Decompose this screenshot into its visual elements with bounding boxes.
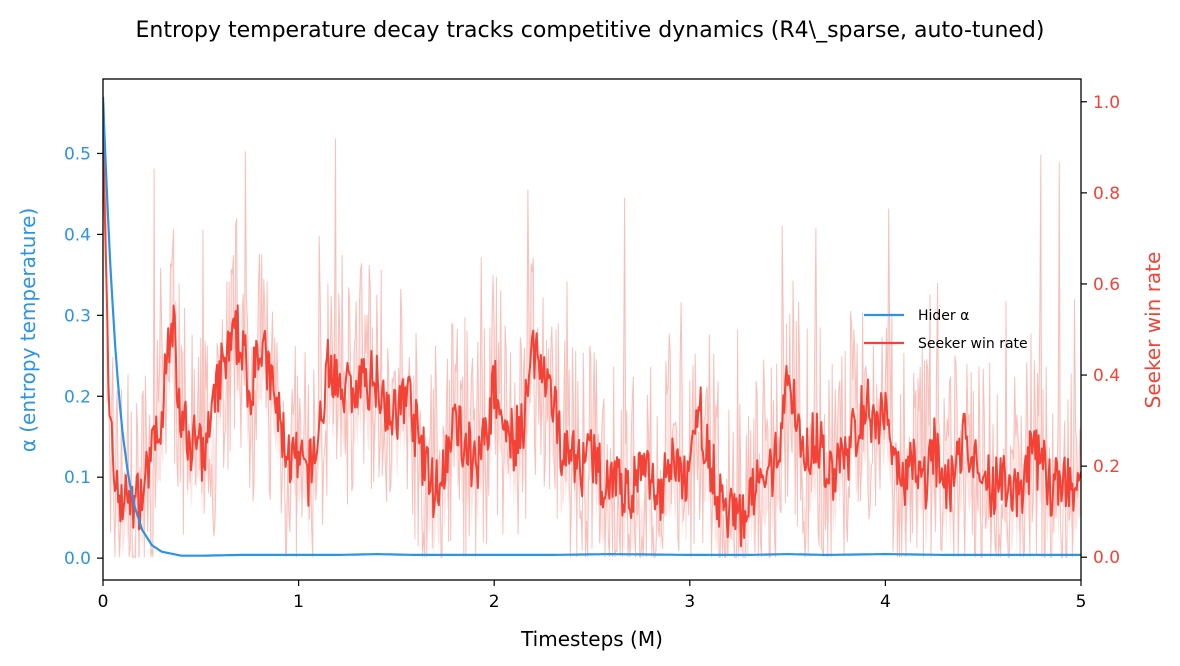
- x-axis: 0 1 2 3 4 5: [98, 580, 1087, 612]
- seeker-raw-layer: [103, 101, 1081, 558]
- y-right-tick-label: 0.2: [1093, 457, 1120, 477]
- x-axis-title: Timesteps (M): [520, 627, 663, 651]
- alpha-layer: [103, 96, 1081, 557]
- y-left-tick-label: 0.5: [64, 144, 91, 164]
- y-axis-left: 0.0 0.1 0.2 0.3 0.4 0.5: [64, 144, 103, 569]
- x-tick-label: 1: [293, 592, 304, 612]
- x-tick-label: 2: [489, 592, 500, 612]
- y-left-tick-label: 0.1: [64, 468, 91, 488]
- legend-label-seeker: Seeker win rate: [918, 336, 1028, 352]
- y-left-tick-label: 0.0: [64, 549, 91, 569]
- y-right-tick-label: 1.0: [1093, 93, 1120, 113]
- y-left-tick-label: 0.4: [64, 225, 91, 245]
- seeker-raw-line: [103, 101, 1081, 558]
- legend-label-alpha: Hider α: [918, 308, 969, 324]
- legend: Hider α Seeker win rate: [864, 308, 1028, 352]
- x-tick-label: 5: [1076, 592, 1087, 612]
- series-line-seeker-win-rate: [103, 101, 1081, 548]
- x-tick-label: 0: [98, 592, 109, 612]
- seeker-layer: [103, 101, 1081, 548]
- y-right-tick-label: 0.4: [1093, 366, 1120, 386]
- plot-frame: [102, 78, 1082, 581]
- y-right-tick-label: 0.0: [1093, 548, 1120, 568]
- series-line-hider-alpha: [103, 96, 1081, 557]
- y-left-tick-label: 0.2: [64, 387, 91, 407]
- x-tick-label: 3: [684, 592, 695, 612]
- y-right-tick-label: 0.6: [1093, 275, 1120, 295]
- plot-area: [103, 96, 1081, 558]
- chart-title: Entropy temperature decay tracks competi…: [136, 18, 1045, 43]
- y-axis-right: 0.0 0.2 0.4 0.6 0.8 1.0: [1081, 93, 1120, 568]
- y-left-tick-label: 0.3: [64, 306, 91, 326]
- y-axis-left-title: α (entropy temperature): [16, 208, 40, 453]
- y-right-tick-label: 0.8: [1093, 184, 1120, 204]
- y-axis-right-title: Seeker win rate: [1141, 252, 1165, 409]
- x-tick-label: 4: [880, 592, 891, 612]
